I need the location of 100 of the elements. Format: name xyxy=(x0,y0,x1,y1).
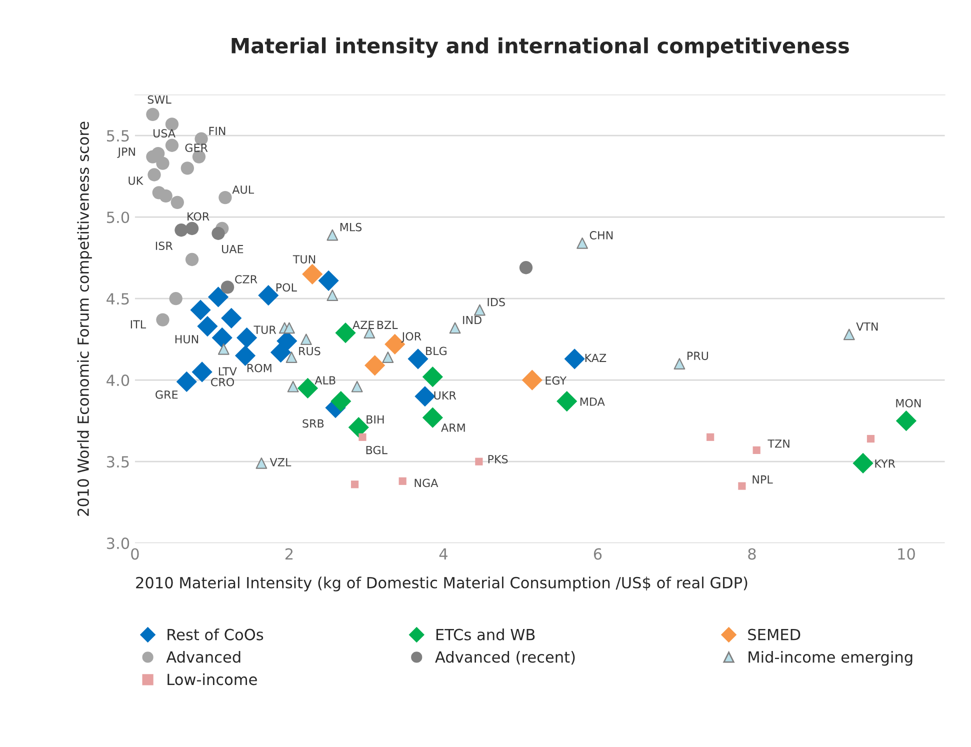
point xyxy=(185,222,199,236)
y-axis-title: 2010 World Economic Forum competitiveness score xyxy=(77,122,92,516)
point xyxy=(284,322,295,334)
point xyxy=(197,316,218,337)
point xyxy=(576,237,588,249)
point xyxy=(176,371,197,392)
y-tick-label: 3.5 xyxy=(106,456,129,468)
point xyxy=(866,434,875,443)
x-tick-label: 6 xyxy=(594,548,602,560)
annotation: GER xyxy=(185,144,208,152)
point xyxy=(475,458,483,466)
point xyxy=(165,138,179,152)
point xyxy=(382,352,394,363)
annotation: ARM xyxy=(441,424,465,432)
annotation: SRB xyxy=(302,419,324,428)
annotation: BIH xyxy=(366,415,384,424)
legend-label: Mid-income emerging xyxy=(748,650,912,666)
point xyxy=(351,380,363,392)
point xyxy=(519,261,533,274)
annotation: PRU xyxy=(688,352,708,360)
point xyxy=(738,482,746,490)
annotation: UK xyxy=(128,176,144,185)
point xyxy=(221,308,242,328)
point xyxy=(422,407,443,428)
annotation: UAE xyxy=(222,245,244,254)
x-tick-label: 4 xyxy=(439,548,448,560)
annotation: CRO xyxy=(211,378,234,386)
point xyxy=(174,224,188,237)
point xyxy=(674,358,686,370)
annotation: FIN xyxy=(209,126,226,135)
point xyxy=(256,458,268,469)
point xyxy=(414,386,436,407)
annotation: KOR xyxy=(188,212,210,221)
annotation: PKS xyxy=(488,455,508,464)
annotation: TUN xyxy=(292,255,316,264)
legend-label: Low-income xyxy=(168,673,257,686)
legend-label: SEMED xyxy=(748,628,800,640)
point xyxy=(170,196,184,210)
annotation: ROM xyxy=(247,364,272,372)
point xyxy=(156,156,170,170)
annotation: EGY xyxy=(546,376,567,385)
point xyxy=(169,292,182,306)
chart-title: Material intensity and international competitiveness xyxy=(232,37,849,58)
annotation: ITL xyxy=(130,320,146,328)
point xyxy=(556,390,578,412)
annotation: JPN xyxy=(117,148,135,158)
x-tick-label: 2 xyxy=(285,548,293,560)
annotation: VTN xyxy=(856,322,878,331)
point xyxy=(218,190,232,204)
x-axis-title: 2010 Material Intensity (kg of Domestic Material Consumption /US$ of real GDP) xyxy=(136,576,748,592)
point xyxy=(180,162,194,175)
point xyxy=(522,370,542,390)
point xyxy=(564,348,585,370)
annotation: UKR xyxy=(434,391,456,400)
point xyxy=(364,355,386,376)
annotation: KAZ xyxy=(585,354,606,362)
y-tick-label: 3.0 xyxy=(106,538,130,550)
annotation: AUL xyxy=(232,186,254,194)
point xyxy=(843,328,855,340)
point xyxy=(852,452,874,474)
annotation: AZE xyxy=(352,320,374,329)
point xyxy=(208,286,229,308)
point xyxy=(159,189,172,203)
annotation: LTV xyxy=(218,367,237,376)
point xyxy=(286,352,298,363)
point xyxy=(896,410,917,432)
annotation: IND xyxy=(463,316,482,324)
x-tick-label: 0 xyxy=(131,548,139,560)
point xyxy=(146,108,160,122)
point xyxy=(318,270,339,291)
annotation: BZL xyxy=(377,320,398,329)
point xyxy=(474,304,486,316)
point xyxy=(212,327,232,348)
legend-label: ETCs and WB xyxy=(436,628,535,640)
annotation: GRE xyxy=(156,390,178,399)
x-tick-label: 10 xyxy=(898,548,915,560)
point xyxy=(190,300,211,320)
legend-label: Rest of CoOs xyxy=(168,628,264,640)
annotation: HUN xyxy=(175,335,198,344)
annotation: USA xyxy=(154,129,176,138)
y-tick-label: 4.0 xyxy=(106,374,130,386)
point xyxy=(302,264,323,284)
point xyxy=(192,362,212,382)
legend-label: Advanced xyxy=(166,650,240,663)
annotation: TUR xyxy=(254,326,276,334)
point xyxy=(185,252,199,266)
point xyxy=(156,313,170,326)
y-tick-label: 5.5 xyxy=(106,130,129,142)
point xyxy=(300,334,312,346)
annotation: VZL xyxy=(270,458,292,466)
point xyxy=(218,343,230,355)
annotation: CHN xyxy=(590,231,613,240)
annotation: CZR xyxy=(235,275,258,284)
annotation: RUS xyxy=(299,346,320,356)
annotation: TZN xyxy=(768,440,790,448)
y-tick-label: 5.0 xyxy=(106,212,130,224)
point xyxy=(270,342,292,363)
annotation: ALB xyxy=(314,376,336,384)
annotation: BGL xyxy=(366,446,388,454)
annotation: SWL xyxy=(148,95,172,104)
